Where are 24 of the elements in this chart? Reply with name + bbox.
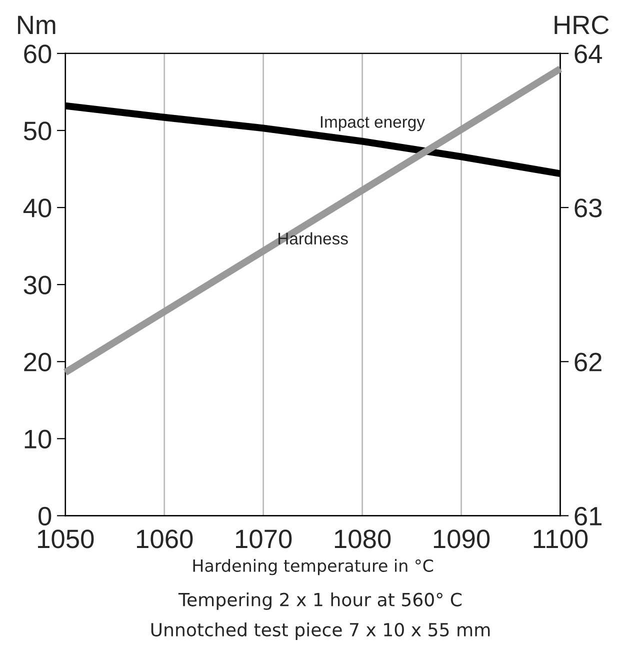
x-tick-label: 1090	[434, 530, 490, 548]
text: Tempering 2 x 1 hour at 560° C	[178, 592, 462, 610]
x-tick-label: 1060	[137, 530, 193, 548]
series-label: Hardness	[278, 232, 348, 245]
y-tick-label: 0	[38, 506, 52, 526]
y2-tick-label: 63	[574, 198, 602, 218]
series-label: Impact energy	[320, 116, 425, 132]
y2-tick-label: 61	[574, 506, 602, 526]
y-tick-label: 20	[24, 352, 52, 372]
y2-axis-title: HRC	[554, 16, 609, 34]
y-tick-label: 50	[24, 122, 52, 140]
x-tick-label: 1070	[236, 530, 292, 548]
y2-tick-label: 64	[574, 44, 602, 64]
y2-tick-label: 62	[574, 352, 602, 372]
x-tick-label: 1100	[534, 530, 588, 548]
text: Unnotched test piece 7 x 10 x 55 mm	[151, 622, 490, 640]
y-tick-label: 40	[23, 198, 52, 218]
y-tick-label: 30	[24, 276, 52, 294]
y-axis-title: Nm	[18, 16, 56, 34]
y-tick-label: 60	[24, 44, 52, 64]
x-axis-title: Hardening temperature in °C	[193, 559, 434, 576]
y-tick-label: 10	[24, 430, 52, 448]
x-tick-label: 1080	[334, 530, 391, 548]
x-tick-label: 1050	[38, 530, 94, 548]
